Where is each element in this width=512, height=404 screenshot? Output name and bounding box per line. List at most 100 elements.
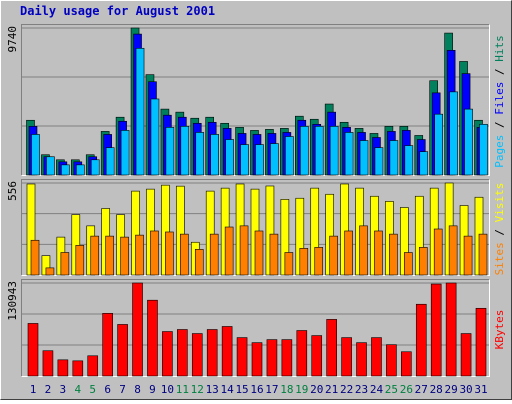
bar: [240, 144, 249, 176]
bar: [359, 225, 368, 276]
bar: [102, 313, 113, 377]
bar: [60, 252, 70, 276]
bar: [326, 319, 337, 377]
bar: [270, 143, 279, 176]
bar: [449, 91, 458, 176]
chart-title: Daily usage for August 2001: [20, 4, 215, 18]
bar: [135, 47, 145, 176]
x-tick-label: 31: [474, 383, 487, 396]
bar: [239, 225, 249, 276]
bar: [460, 333, 472, 377]
x-tick-label: 18: [280, 383, 293, 396]
bar: [194, 249, 204, 276]
bar: [180, 126, 190, 176]
x-tick-label: 23: [355, 383, 368, 396]
bar: [105, 235, 114, 276]
bar: [374, 147, 384, 176]
bar: [386, 344, 397, 377]
x-tick-label: 15: [235, 383, 248, 396]
legend-entry: Hits: [493, 35, 506, 62]
x-tick-label: 5: [89, 383, 96, 396]
bar: [162, 331, 173, 377]
bar: [61, 164, 70, 176]
legend: KBytes: [493, 310, 506, 350]
bar: [30, 239, 40, 276]
bar: [389, 140, 399, 176]
bar: [419, 151, 429, 176]
bar: [299, 126, 309, 176]
bar: [418, 247, 428, 276]
bar: [448, 225, 458, 276]
bar: [341, 337, 352, 377]
legend-entry: Files: [493, 82, 506, 115]
x-tick-label: 1: [30, 383, 37, 396]
bar: [269, 233, 279, 276]
bar: [195, 132, 205, 176]
legend-separator: /: [493, 222, 506, 242]
bar: [165, 231, 174, 276]
bar: [329, 235, 338, 276]
bar: [479, 124, 488, 176]
bar: [209, 233, 219, 276]
bar: [135, 234, 144, 276]
bar: [389, 233, 398, 276]
x-tick-label: 29: [445, 383, 458, 396]
bar: [150, 230, 159, 276]
bar: [356, 342, 367, 377]
bar: [225, 139, 234, 176]
bar: [221, 326, 233, 377]
bar: [404, 145, 414, 176]
panel-border-dark: [21, 279, 490, 377]
x-tick-label: 22: [340, 383, 353, 396]
x-tick-label: 13: [206, 383, 219, 396]
bar: [236, 337, 248, 377]
x-tick-label: 19: [295, 383, 308, 396]
bar: [147, 299, 158, 377]
bar: [150, 98, 160, 176]
x-tick-label: 24: [370, 383, 384, 396]
bar: [434, 113, 444, 176]
legend: Pages / Files / Hits: [493, 35, 506, 168]
panel-border-light: [21, 24, 490, 176]
x-tick-label: 14: [221, 383, 235, 396]
y-tick-label: 9740: [6, 26, 19, 53]
bar: [224, 226, 234, 276]
bar: [46, 156, 55, 176]
bar: [478, 233, 488, 276]
bar: [296, 330, 308, 377]
x-tick-label: 27: [415, 383, 428, 396]
bar: [210, 134, 219, 176]
bar: [445, 282, 457, 377]
bar: [430, 283, 442, 377]
bar: [285, 136, 294, 176]
panel-border-light: [21, 279, 490, 377]
bar: [42, 350, 54, 377]
bar: [105, 147, 115, 176]
panel-border-light: [21, 179, 490, 276]
bar: [76, 164, 85, 176]
x-tick-label: 11: [176, 383, 189, 396]
x-tick-label: 9: [149, 383, 156, 396]
bar: [90, 235, 100, 276]
legend-separator: /: [493, 115, 506, 135]
y-tick-label: 556: [6, 181, 19, 201]
bar: [180, 233, 189, 276]
bar: [329, 126, 339, 176]
legend-entry: Pages: [493, 135, 506, 168]
bar: [177, 329, 188, 377]
x-tick-label: 17: [265, 383, 278, 396]
x-tick-label: 2: [45, 383, 52, 396]
bar: [463, 235, 473, 276]
bar: [475, 307, 487, 377]
legend-entry: Visits: [493, 183, 506, 223]
bar: [45, 267, 55, 276]
legend-entry: Sites: [493, 242, 506, 275]
panel-border-dark: [21, 179, 490, 276]
bar: [117, 324, 128, 377]
bar: [120, 236, 129, 276]
bar: [90, 159, 100, 176]
legend-entry: KBytes: [493, 310, 506, 350]
bar: [251, 342, 263, 377]
